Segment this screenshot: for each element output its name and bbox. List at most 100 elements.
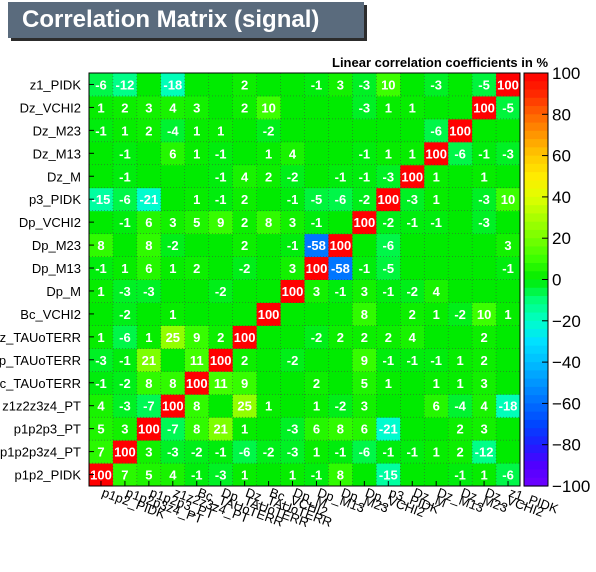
heatmap-cell [256, 348, 282, 372]
colorbar-segment [524, 419, 548, 429]
cell-value: 100 [114, 445, 136, 460]
heatmap-cell [496, 118, 521, 143]
heatmap-cell [136, 394, 162, 418]
cell-value: -2 [335, 399, 347, 414]
heatmap-cell [472, 302, 497, 326]
heatmap-cell [352, 187, 377, 212]
heatmap-cell [472, 233, 497, 258]
cell-value: 8 [169, 376, 176, 391]
heatmap-cell [89, 73, 114, 97]
cell-value: -5 [502, 100, 514, 115]
colorbar-segment [524, 221, 548, 231]
heatmap-cell [208, 417, 234, 441]
heatmap-cell [448, 348, 473, 372]
cell-value: -1 [95, 123, 107, 138]
y-tick-label: Dz_VCHI2 [20, 100, 81, 115]
heatmap-cell [472, 210, 497, 235]
cell-value: 5 [361, 376, 368, 391]
heatmap-cell [304, 210, 329, 235]
colorbar-tick-label: −20 [552, 312, 581, 331]
cell-value: -18 [163, 77, 182, 92]
heatmap-cell [89, 348, 114, 372]
heatmap-cell [448, 73, 473, 97]
heatmap-cell [184, 187, 210, 212]
heatmap-cell [160, 210, 186, 235]
heatmap-cell [328, 233, 353, 258]
cell-value: 3 [121, 422, 128, 437]
cell-value: 8 [97, 238, 104, 253]
cell-value: 6 [313, 422, 320, 437]
heatmap-cell [352, 73, 377, 97]
heatmap-cell [304, 164, 329, 189]
cell-value: -3 [287, 422, 299, 437]
heatmap-cell [448, 233, 473, 258]
colorbar-segment [524, 229, 548, 239]
colorbar-segment [524, 271, 548, 281]
heatmap-cell [328, 95, 353, 120]
heatmap-cell [376, 417, 401, 441]
heatmap-cell [280, 118, 305, 143]
heatmap-cell [280, 302, 305, 326]
y-tick-label: Dz_M [47, 169, 81, 184]
heatmap-cell [280, 440, 305, 464]
cell-value: 8 [265, 215, 272, 230]
heatmap-cell [496, 440, 521, 464]
heatmap-cell [400, 256, 425, 280]
cell-value: 1 [97, 330, 104, 345]
colorbar-segment [524, 312, 548, 322]
cell-value: 10 [477, 307, 491, 322]
heatmap-cell [256, 325, 282, 349]
heatmap-cell [136, 233, 162, 258]
cell-value: -2 [215, 284, 227, 299]
cell-value: -1 [311, 468, 323, 483]
colorbar-segment [524, 279, 548, 289]
heatmap-cell [304, 141, 329, 166]
heatmap-cell [328, 325, 353, 349]
cell-value: 4 [480, 399, 488, 414]
heatmap-cell [208, 256, 234, 280]
heatmap-cell [448, 371, 473, 395]
heatmap-cell [256, 95, 282, 120]
cell-value: -6 [383, 238, 395, 253]
cell-value: -5 [383, 261, 395, 276]
heatmap-cell [424, 440, 449, 464]
colorbar-segment [524, 436, 548, 446]
cell-value: 4 [97, 399, 105, 414]
cell-value: 25 [237, 399, 251, 414]
heatmap-cell [472, 256, 497, 280]
heatmap-cell [89, 279, 114, 303]
heatmap-cell [352, 118, 377, 143]
cell-value: -58 [307, 238, 326, 253]
heatmap-cell [304, 394, 329, 418]
heatmap-cell [352, 371, 377, 395]
heatmap-cell [160, 371, 186, 395]
heatmap-cell [208, 187, 234, 212]
heatmap-cell [184, 325, 210, 349]
heatmap-cell [496, 256, 521, 280]
heatmap-cell [472, 118, 497, 143]
cell-value: 11 [214, 376, 228, 391]
heatmap-cell [112, 417, 138, 441]
cell-value: -1 [119, 215, 131, 230]
cell-value: -2 [239, 261, 251, 276]
y-tick-label: p1p2_PIDK [15, 468, 82, 483]
heatmap-cell [208, 279, 234, 303]
heatmap-cell [280, 417, 305, 441]
heatmap-cell [112, 325, 138, 349]
y-tick-label: Dp_M [46, 284, 81, 299]
heatmap-cell [472, 279, 497, 303]
cell-value: -3 [95, 353, 107, 368]
cell-value: 1 [313, 445, 320, 460]
heatmap-cell [208, 325, 234, 349]
heatmap-cell [232, 164, 258, 189]
heatmap-cell [89, 325, 114, 349]
heatmap-cell [256, 302, 282, 326]
heatmap-cell [184, 210, 210, 235]
heatmap-cell [160, 118, 186, 143]
cell-value: 8 [193, 422, 200, 437]
heatmap-cell [448, 417, 473, 441]
cell-value: -1 [119, 353, 131, 368]
cell-value: 2 [145, 123, 152, 138]
heatmap-cell [160, 302, 186, 326]
cell-value: 7 [121, 468, 128, 483]
